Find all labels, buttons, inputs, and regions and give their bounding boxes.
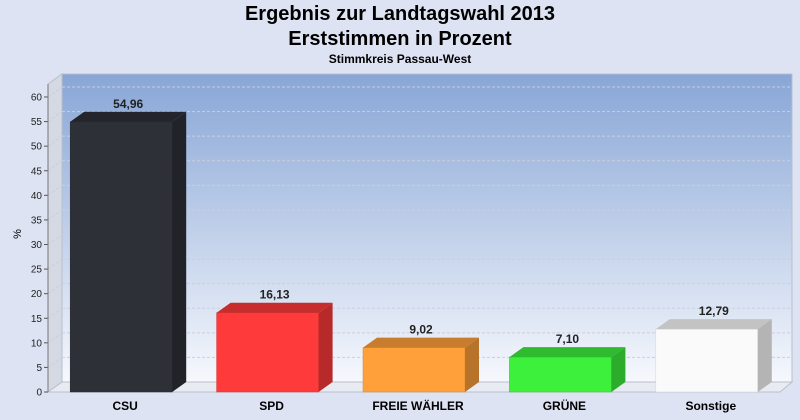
gridline-side xyxy=(47,184,63,196)
y-tick-label: 20 xyxy=(31,289,43,300)
chart-title: Ergebnis zur Landtagswahl 2013 Erststimm… xyxy=(0,2,800,52)
gridline-side xyxy=(47,357,63,368)
bar-top xyxy=(655,319,772,330)
y-tick-label: 30 xyxy=(31,240,43,251)
gridline-side xyxy=(47,209,63,221)
gridline-side xyxy=(47,307,63,319)
bar-front xyxy=(655,328,759,393)
y-tick-label: 40 xyxy=(31,191,43,202)
gridline-side xyxy=(47,86,63,98)
bar-side xyxy=(318,302,333,392)
chart-title-line-1: Ergebnis zur Landtagswahl 2013 xyxy=(244,3,556,25)
bar-front xyxy=(216,312,319,393)
bar-freie-w-hler xyxy=(362,337,479,393)
y-tick-label: 55 xyxy=(31,117,43,128)
y-tick-label: 25 xyxy=(31,265,43,276)
plot-left-wall xyxy=(47,73,63,393)
gridline-side xyxy=(47,111,63,122)
x-category-label: Sonstige xyxy=(685,399,736,413)
gridline-side xyxy=(47,283,63,295)
chart-subtitle: Stimmkreis Passau-West xyxy=(328,52,472,66)
y-tick-label: 50 xyxy=(31,142,43,153)
bar-front xyxy=(69,121,173,393)
bar-side xyxy=(465,337,479,392)
y-tick-label: 45 xyxy=(31,166,43,177)
x-category-label: GRÜNE xyxy=(543,398,586,413)
bar-sonstige xyxy=(655,319,772,393)
gridline-side xyxy=(47,234,63,245)
y-tick-label: 60 xyxy=(31,93,43,104)
bar-front xyxy=(362,347,466,393)
y-tick-label: 0 xyxy=(36,388,42,399)
gridline-side xyxy=(47,332,63,344)
bar-value-label: 16,13 xyxy=(260,288,290,302)
bar-top xyxy=(70,111,187,122)
bar-spd xyxy=(216,302,333,393)
y-tick-label: 10 xyxy=(31,338,43,349)
x-category-label: CSU xyxy=(113,399,138,413)
bar-side xyxy=(172,111,187,392)
chart-title-line-2: Erststimmen in Prozent xyxy=(288,28,512,50)
gridline-side xyxy=(47,160,63,172)
bar-top xyxy=(363,337,479,348)
bar-csu xyxy=(69,111,187,393)
bar-gr-ne xyxy=(509,347,626,393)
bar-top xyxy=(509,347,626,358)
bar-side xyxy=(611,347,626,392)
bar-front xyxy=(509,356,612,393)
bar-top xyxy=(216,302,333,313)
bar-side xyxy=(757,319,772,392)
y-tick-label: 5 xyxy=(36,363,42,374)
bar-value-label: 9,02 xyxy=(409,323,433,337)
y-tick-label: 35 xyxy=(31,215,43,226)
x-category-label: FREIE WÄHLER xyxy=(372,398,464,413)
x-category-label: SPD xyxy=(259,399,284,413)
gridline-side xyxy=(47,135,63,147)
gridline-side xyxy=(47,258,63,270)
bar-value-label: 7,10 xyxy=(556,332,580,346)
bar-value-label: 12,79 xyxy=(699,304,729,318)
y-tick-label: 15 xyxy=(31,314,43,325)
y-axis-label: % xyxy=(12,229,24,239)
bar-value-label: 54,96 xyxy=(113,97,143,111)
